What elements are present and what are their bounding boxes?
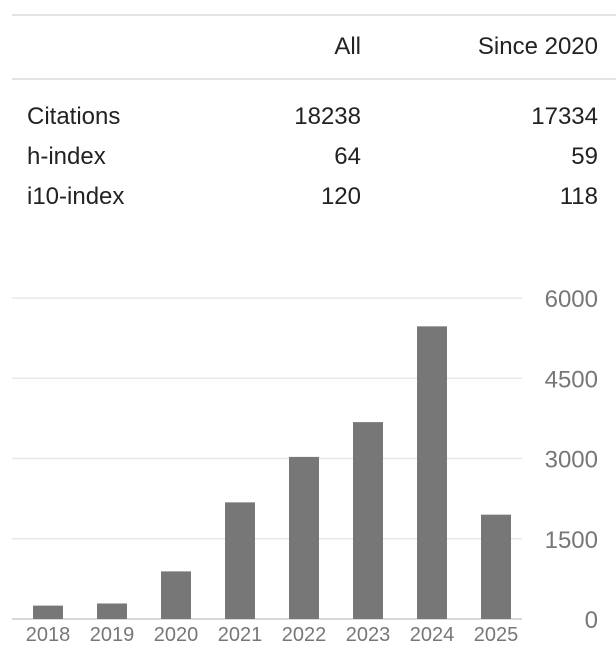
bar-2024[interactable] [417,326,447,619]
bar-2020[interactable] [161,571,191,619]
x-tick-label: 2022 [282,624,327,646]
row-label-i10-index[interactable]: i10-index [27,183,125,210]
x-tick-label: 2024 [410,624,455,646]
chart-x-tick-labels: 2018 2019 2020 2021 2022 2023 2024 2025 [26,624,519,646]
x-tick-label: 2018 [26,624,71,646]
table-top-divider [12,14,616,16]
y-tick-label: 3000 [545,447,598,474]
citations-per-year-chart: 2018 2019 2020 2021 2022 2023 2024 2025 0 1500 30… [12,286,598,646]
i10-index-all-value: 120 [320,183,361,210]
chart-y-tick-labels: 0 1500 3000 4500 6000 [545,286,598,634]
column-header-all: All [334,33,361,60]
x-tick-label: 2021 [218,624,263,646]
i10-index-since-value: 118 [559,183,598,210]
x-tick-label: 2023 [346,624,391,646]
y-tick-label: 1500 [545,527,598,554]
y-tick-label: 0 [585,607,598,634]
citation-stats-table: All Since 2020 Citations 18238 17334 h-i… [0,0,616,230]
citations-since-value: 17334 [531,103,598,130]
row-label-citations[interactable]: Citations [27,103,121,130]
h-index-all-value: 64 [334,143,361,170]
bar-2018[interactable] [33,605,63,619]
y-tick-label: 6000 [545,286,598,313]
bar-2019[interactable] [97,603,127,619]
y-tick-label: 4500 [545,366,598,393]
h-index-since-value: 59 [571,143,598,170]
bar-2025[interactable] [481,514,511,619]
x-tick-label: 2019 [90,624,135,646]
citations-all-value: 18238 [294,103,361,130]
bar-2023[interactable] [353,422,383,619]
row-label-h-index[interactable]: h-index [27,143,106,170]
x-tick-label: 2020 [154,624,199,646]
chart-bars [33,326,511,619]
column-header-since-2020: Since 2020 [477,33,598,60]
bar-2022[interactable] [289,456,319,619]
x-tick-label: 2025 [474,624,519,646]
table-header-divider [12,78,616,80]
bar-2021[interactable] [225,502,255,619]
